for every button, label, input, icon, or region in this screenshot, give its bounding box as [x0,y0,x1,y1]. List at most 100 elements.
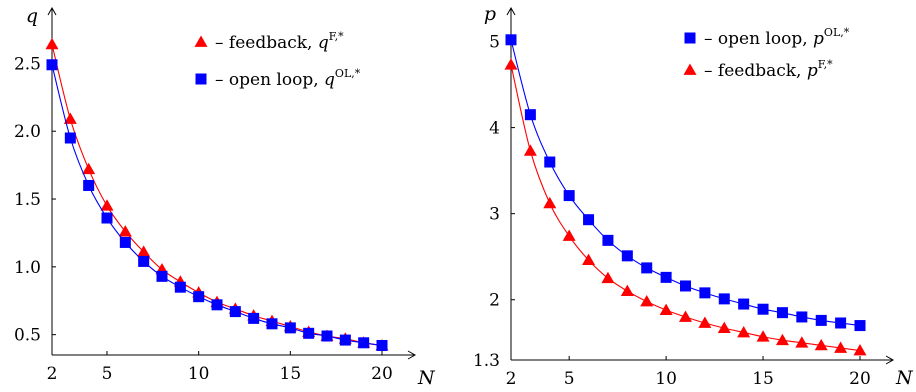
y-tick-label: 4 [489,119,500,139]
y-axis-title: q [26,5,38,27]
chart-2: p N 2 5 10 15 20 1.3 2 3 4 5 – open loop, pOL,* – fee… [473,3,914,389]
data-point [46,59,58,71]
y-tick-label: 1.5 [14,190,41,210]
data-point [834,341,848,353]
legend-marker [194,35,208,47]
y-tick-label: 3 [489,205,500,225]
data-point [339,334,351,346]
y-tick-label: 5 [489,33,500,53]
data-point [796,311,808,323]
data-point [660,271,672,283]
data-point [699,287,711,299]
data-point [602,234,614,246]
x-tick-label: 5 [564,369,575,389]
x-axis-title: N [895,367,914,389]
data-point [63,112,77,124]
x-tick-label: 20 [849,369,871,389]
y-axis-arrow [47,6,57,16]
data-point [284,322,296,334]
data-point [64,132,76,144]
y-tick-label: 1.0 [14,258,41,278]
data-point [679,310,692,322]
y-tick-label: 2.5 [14,54,41,74]
legend-label: – open loop, pOL,* [704,26,850,49]
data-point [718,293,730,305]
data-point [137,245,151,257]
data-point [118,225,132,237]
data-point [680,280,691,292]
data-point [640,294,654,307]
legend-marker [195,73,207,85]
data-point [543,196,557,209]
data-point [524,109,536,121]
data-point [795,336,809,348]
data-point [601,271,615,284]
data-point [562,229,576,241]
y-axis-title: p [484,3,496,25]
x-tick-label: 2 [47,364,58,384]
data-point [775,333,789,346]
series-square-2 [46,59,388,352]
data-point [757,303,769,315]
data-point [119,236,131,248]
data-point [853,344,867,356]
data-point [504,58,518,70]
series-triangle-2 [504,58,867,356]
data-point [229,306,241,318]
y-tick-label: 1.3 [473,351,500,371]
data-point [698,316,712,328]
x-tick-label: 5 [102,364,113,384]
x-axis-arrow [407,350,417,360]
data-point [738,298,750,310]
data-point [248,312,260,324]
data-point [83,179,95,191]
data-point [156,270,168,282]
y-tick-label: 2.0 [14,122,41,142]
legend-label: – feedback, pF,* [704,58,833,81]
x-tick-label: 10 [188,364,210,384]
data-point [544,156,556,168]
legend-label: – feedback, qF,* [215,30,344,53]
series-line [510,64,861,352]
data-point [582,253,596,266]
data-point [138,255,150,267]
y-tick-label: 2 [489,291,500,311]
series-square-1 [505,34,866,332]
data-point [815,314,827,326]
data-point [193,291,205,303]
legend-label: – open loop, qOL,* [215,67,361,90]
data-point [45,37,59,50]
chart-1: q N 2 5 10 15 20 0.5 1.0 1.5 2.0 2.5 – feedback, qF,… [14,5,436,389]
data-point [101,212,113,224]
data-point [321,330,333,342]
data-point [82,162,96,175]
x-axis-title: N [417,367,436,389]
legend: – feedback, qF,* – open loop, qOL,* [194,30,361,90]
data-point [737,325,751,338]
data-point [641,262,653,274]
data-point [717,321,731,334]
data-point [621,250,633,262]
data-point [854,320,866,332]
data-point [776,307,788,319]
x-tick-label: 10 [655,369,677,389]
x-tick-label: 20 [371,364,393,384]
data-point [100,199,114,211]
data-point [563,190,575,202]
data-point [174,281,186,293]
data-point [835,317,847,329]
data-point [376,340,388,352]
y-axis-arrow [506,6,516,16]
y-tick-label: 0.5 [14,326,41,346]
data-point [756,330,770,342]
data-point [583,214,595,226]
data-point [620,284,634,297]
data-point [266,318,278,330]
data-point [659,303,673,315]
x-tick-label: 15 [752,369,774,389]
x-tick-label: 15 [280,364,302,384]
data-point [505,34,517,46]
x-axis-arrow [885,355,895,365]
legend: – open loop, pOL,* – feedback, pF,* [683,26,850,81]
